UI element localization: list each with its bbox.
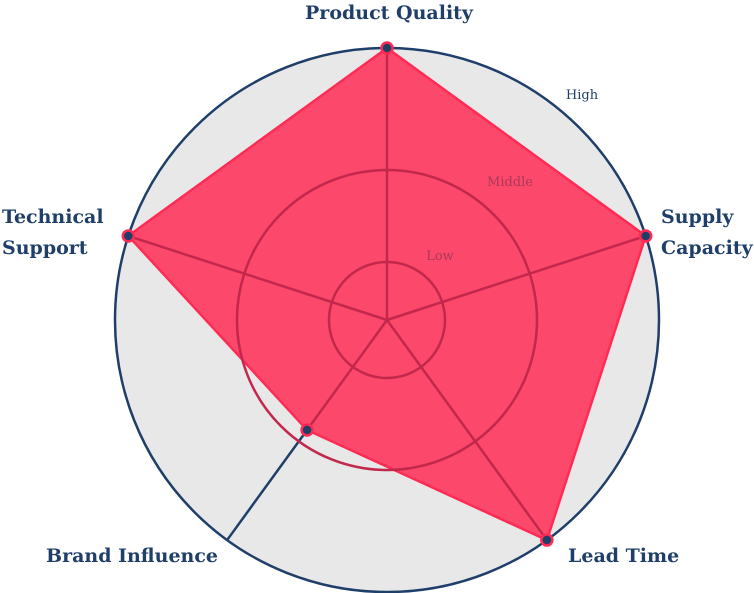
spoke-line [385, 319, 548, 541]
data-point-marker [638, 229, 653, 243]
spoke-line [386, 234, 647, 322]
axis-label: Supply Capacity [661, 206, 754, 259]
axis-label: Technical Support [2, 206, 104, 259]
data-point-marker [121, 229, 136, 243]
spoke-lines-over [127, 48, 647, 541]
axis-label: Lead Time [568, 545, 679, 567]
axis-labels: Product Quality Supply Capacity Lead Time Br… [2, 2, 754, 567]
spoke-line [306, 319, 389, 431]
level-label: High [566, 88, 599, 103]
axis-label: Brand Influence [46, 545, 218, 567]
level-1-extension [226, 429, 309, 541]
spoke-line [127, 234, 388, 322]
data-point-marker [300, 423, 314, 437]
level-label: Middle [487, 175, 533, 190]
data-point-marker [380, 41, 394, 55]
level-labels: Low Middle High [426, 88, 599, 264]
data-point-marker [540, 533, 554, 547]
axis-label: Product Quality [305, 2, 474, 24]
level-label: Low [426, 249, 454, 264]
data-markers [121, 41, 653, 547]
